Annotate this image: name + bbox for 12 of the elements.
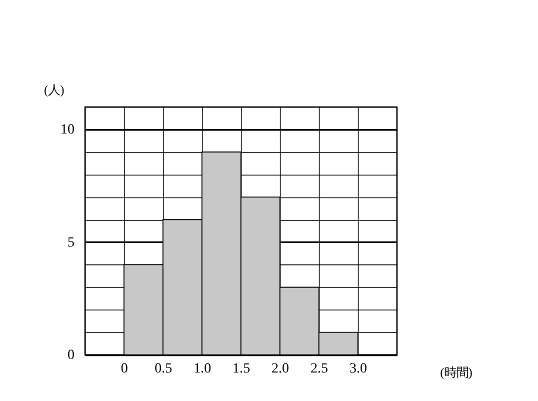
x-tick-label: 1.5	[232, 360, 250, 376]
y-tick-label: 0	[67, 347, 74, 364]
y-tick-label: 5	[67, 234, 74, 250]
x-tick-label: 2.5	[310, 360, 328, 376]
x-axis-title: (時間)	[440, 365, 472, 380]
x-tick-label: 2.0	[272, 360, 290, 376]
x-tick-label: 0.5	[154, 360, 172, 376]
x-tick-label: 3.0	[350, 360, 368, 376]
y-axis-title: (人)	[44, 83, 64, 98]
x-tick-label: 0	[120, 360, 128, 376]
y-tick-label: 10	[60, 122, 74, 138]
x-tick-label: 1.0	[194, 360, 212, 376]
